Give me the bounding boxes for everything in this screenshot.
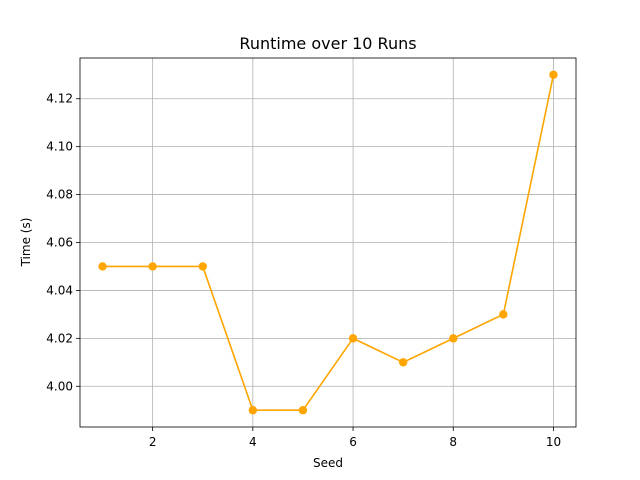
x-tick-label: 8 [449,435,457,449]
data-point [98,262,107,271]
data-point [298,406,308,415]
y-tick-label: 4.12 [46,92,73,106]
y-tick-label: 4.02 [46,331,73,345]
x-axis-label: Seed [313,456,343,470]
ticks: 2 4 6 8 10 4.00 4.02 4.04 4.06 4.08 4.10 4.12 [46,92,561,449]
data-point [549,70,558,79]
plot-frame [79,57,577,428]
x-tick-label: 2 [149,435,157,449]
series-line [102,74,555,412]
y-tick-label: 4.06 [46,236,73,250]
x-tick-label: 10 [546,435,561,449]
chart-title: Runtime over 10 Runs [239,34,416,53]
x-tick-label: 6 [349,435,357,449]
y-axis-label: Time (s) [19,218,33,268]
y-tick-label: 4.08 [46,188,73,202]
data-point [148,262,157,271]
data-point [198,262,207,271]
data-point [499,310,508,319]
y-tick-label: 4.00 [46,379,73,393]
data-point [398,358,408,367]
series [98,70,558,415]
grid [80,58,576,427]
data-point [449,334,458,343]
y-tick-label: 4.10 [46,140,73,154]
data-point [248,406,258,415]
x-tick-label: 4 [249,435,257,449]
y-tick-label: 4.04 [46,283,73,297]
data-point [348,334,358,343]
